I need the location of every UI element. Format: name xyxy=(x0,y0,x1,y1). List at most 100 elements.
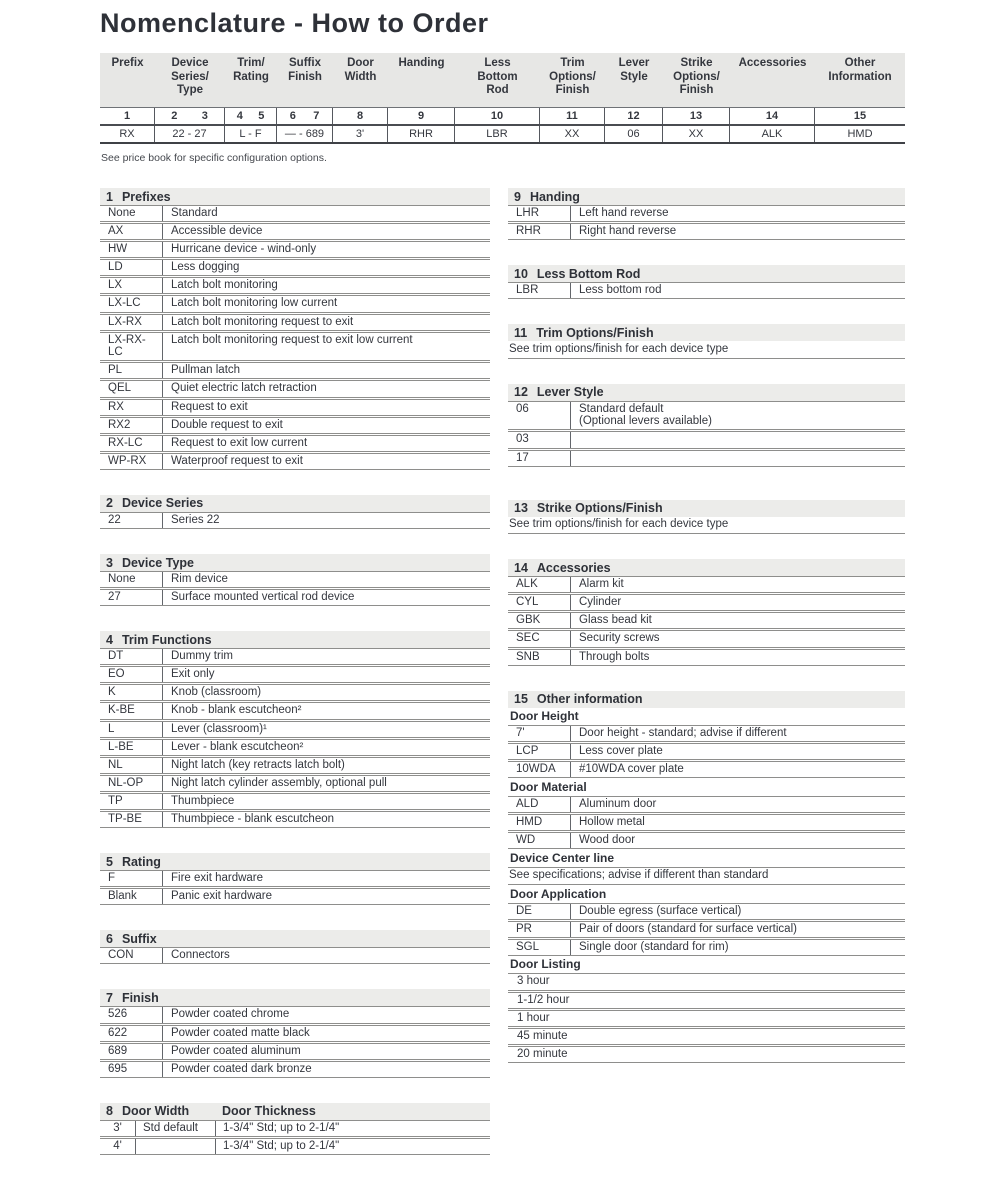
description-cell: Night latch cylinder assembly, optional … xyxy=(162,775,490,791)
description-cell: Lever (classroom)¹ xyxy=(162,721,490,737)
example-value-cell: 22 - 27 xyxy=(155,126,225,142)
table-row: 7' Door height - standard; advise if diff… xyxy=(508,725,905,743)
description-cell: Night latch (key retracts latch bolt) xyxy=(162,757,490,773)
position-number: 14 xyxy=(765,110,779,122)
column-header: Prefix xyxy=(111,57,144,69)
code-cell: 10WDA xyxy=(516,763,556,776)
section-number: 8 xyxy=(106,1104,113,1119)
description-cell: Pair of doors (standard for surface vert… xyxy=(570,921,905,937)
section-7: 7 Finish 526 Powder coated chrome 622 Powder … xyxy=(100,989,490,1078)
code-cell: L xyxy=(108,722,115,735)
subsection-note: See specifications; advise if different … xyxy=(508,866,905,886)
code-cell: 526 xyxy=(108,1008,128,1021)
description-cell: Wood door xyxy=(570,833,905,849)
description-cell: Less cover plate xyxy=(570,744,905,760)
section-11: 11 Trim Options/Finish See trim options/fi… xyxy=(508,324,905,359)
table-header-row: Prefix Device Series/ Type Trim/ Rating Suf… xyxy=(100,53,905,108)
table-row: NL Night latch (key retracts latch bolt) xyxy=(100,756,490,774)
sections-area: 1 Prefixes None Standard AX Accessible device… xyxy=(100,188,905,1180)
section-title: Strike Options/Finish xyxy=(536,501,663,516)
section-title: Trim Options/Finish xyxy=(536,325,654,340)
section-number: 2 xyxy=(106,496,113,511)
section-title: Trim Functions xyxy=(121,632,212,647)
position-number-cell: 15 xyxy=(815,108,905,124)
code-cell: AX xyxy=(108,225,124,238)
default-cell: Std default xyxy=(135,1120,215,1136)
table-row: None Rim device xyxy=(100,571,490,589)
code-cell: LX-RX-LC xyxy=(108,333,146,359)
section-number: 6 xyxy=(106,931,113,946)
code-cell: SGL xyxy=(516,940,540,953)
description-cell: #10WDA cover plate xyxy=(570,762,905,778)
section-body: None Rim device 27 Surface mounted vertical… xyxy=(100,571,490,607)
position-number: 1 xyxy=(123,110,131,122)
table-row: LHR Left hand reverse xyxy=(508,205,905,223)
example-value-cell: RHR xyxy=(388,126,455,142)
table-row: L Lever (classroom)¹ xyxy=(100,720,490,738)
table-row: PL Pullman latch xyxy=(100,362,490,380)
example-value-cell: L - F xyxy=(225,126,277,142)
description-cell: Door height - standard; advise if differ… xyxy=(570,726,905,742)
position-number: 4 xyxy=(236,110,243,122)
code-cell: LHR xyxy=(516,207,540,219)
code-cell: GBK xyxy=(516,614,541,627)
section-body: LBR Less bottom rod xyxy=(508,282,905,300)
table-row: LX-RX Latch bolt monitoring request to ex… xyxy=(100,313,490,331)
description-cell: Fire exit hardware xyxy=(162,871,490,887)
section-header: 1 Prefixes xyxy=(100,188,490,205)
position-number: 5 xyxy=(258,110,265,122)
section-body: Door Height 7' Door height - standard; adv… xyxy=(508,708,905,1063)
example-value-cell: 3' xyxy=(333,126,388,142)
table-row: AX Accessible device xyxy=(100,223,490,241)
table-row: HW Hurricane device - wind-only xyxy=(100,241,490,259)
subsection-title: Door Listing xyxy=(510,957,581,972)
code-cell: LD xyxy=(108,261,123,274)
description-cell: Lever - blank escutcheon² xyxy=(162,739,490,755)
description-cell: Request to exit xyxy=(162,399,490,415)
table-row: WD Wood door xyxy=(508,832,905,850)
example-value-cell: RX xyxy=(100,126,155,142)
position-number: 7 xyxy=(313,110,320,122)
code-cell: 03 xyxy=(516,433,529,446)
example-value-cell: LBR xyxy=(455,126,540,142)
code-cell: LX xyxy=(108,279,123,292)
table-row: 622 Powder coated matte black xyxy=(100,1024,490,1042)
table-row: LX-LC Latch bolt monitoring low current xyxy=(100,295,490,313)
table-row: 27 Surface mounted vertical rod device xyxy=(100,589,490,607)
column-header: Door Width xyxy=(344,57,377,83)
table-row: 10WDA #10WDA cover plate xyxy=(508,761,905,779)
list-text: 20 minute xyxy=(517,1047,568,1060)
description-cell: Less bottom rod xyxy=(570,283,905,299)
section-body: See trim options/finish for each device … xyxy=(508,341,905,359)
door-thickness-cell: 1-3/4" Std; up to 2-1/4" xyxy=(215,1120,490,1136)
position-number: 10 xyxy=(490,110,504,122)
table-row: DT Dummy trim xyxy=(100,648,490,666)
description-cell: Through bolts xyxy=(570,649,905,665)
position-number: 8 xyxy=(356,110,364,122)
section-header: 9 Handing xyxy=(508,188,905,205)
table-row: Blank Panic exit hardware xyxy=(100,888,490,906)
code-cell: NL xyxy=(108,758,123,771)
description-cell: Latch bolt monitoring low current xyxy=(162,296,490,312)
description-cell: Aluminum door xyxy=(570,796,905,812)
code-cell: LX-LC xyxy=(108,297,141,310)
section-title: Finish xyxy=(121,990,159,1005)
section-10: 10 Less Bottom Rod LBR Less bottom rod xyxy=(508,265,905,300)
code-cell: 695 xyxy=(108,1062,128,1075)
door-thickness-cell: 1-3/4" Std; up to 2-1/4" xyxy=(215,1138,490,1154)
table-position-row: 1 2 3 4 5 6 7 8 9 10 11 12 13 14 15 xyxy=(100,108,905,126)
position-number-cell: 12 xyxy=(605,108,663,124)
position-number: 2 xyxy=(171,110,178,122)
position-number: 3 xyxy=(201,110,208,122)
table-row: LX-RX-LC Latch bolt monitoring request to… xyxy=(100,331,490,362)
section-8: 8 Door Width Door Thickness 3' Std default 1-… xyxy=(100,1102,490,1155)
column-header: Trim Options/ Finish xyxy=(549,57,596,97)
table-row: WP-RX Waterproof request to exit xyxy=(100,452,490,470)
position-number: 13 xyxy=(689,110,703,122)
section-header: 14 Accessories xyxy=(508,559,905,577)
list-item: 1 hour xyxy=(508,1009,905,1027)
table-row: TP-BE Thumbpiece - blank escutcheon xyxy=(100,811,490,829)
list-text: 3 hour xyxy=(517,975,550,988)
description-cell: Rim device xyxy=(162,572,490,588)
